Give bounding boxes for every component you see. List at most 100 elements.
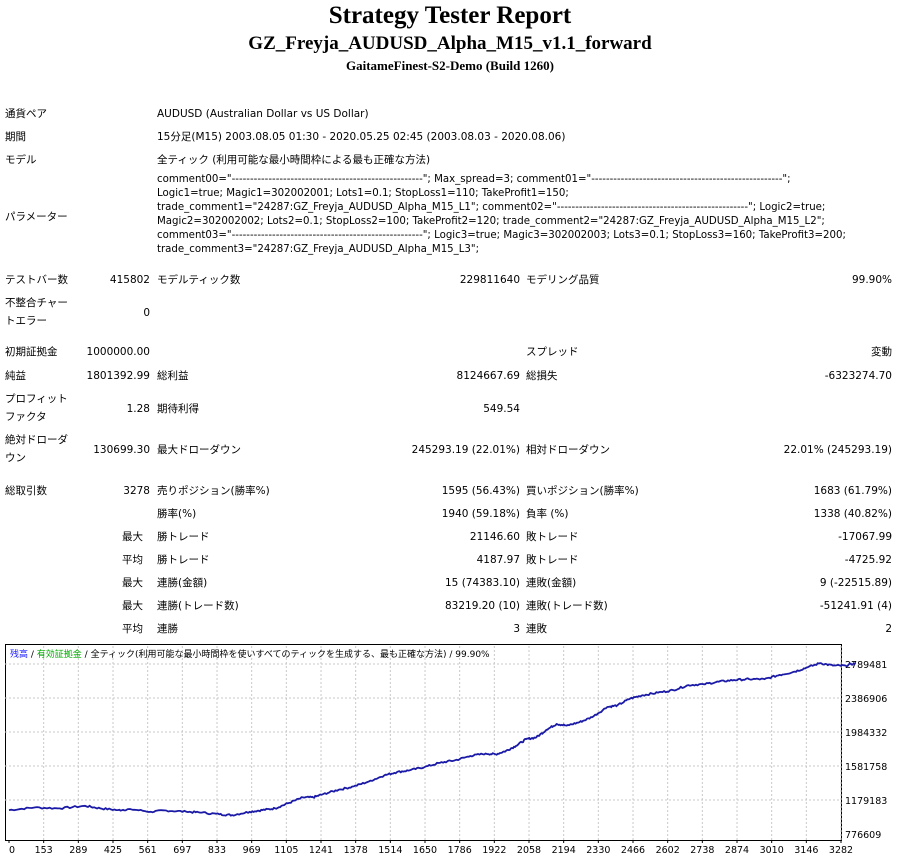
avg-label: 平均 — [122, 554, 143, 566]
x-tick-label: 969 — [243, 845, 261, 856]
y-tick-label: 1984332 — [845, 728, 887, 739]
abs-drawdown-label-2: ウン — [5, 452, 26, 464]
x-tick-label: 1378 — [344, 845, 368, 856]
x-tick-label: 0 — [9, 845, 15, 856]
legend-separator: / — [446, 650, 456, 660]
symbol-value: AUDUSD (Australian Dollar vs US Dollar) — [157, 108, 369, 120]
params-line: trade_comment1="24287:GZ_Freyja_AUDUSD_A… — [157, 202, 826, 213]
win-rate-value: 1940 (59.18%) — [441, 508, 520, 520]
quality-label: モデリング品質 — [526, 274, 600, 286]
avg-consec-wins-value: 3 — [513, 623, 520, 635]
params-line: comment03="-----------------------------… — [157, 230, 846, 241]
balance-chart-svg: 0 153 289 425 561 697 833 969 1105 1241 1378 1514 16… — [5, 644, 887, 856]
legend-model: 全ティック(利用可能な最小時間枠を使いすべてのティックを生成する、最も正確な方法… — [90, 650, 447, 660]
params-label: パラメーター — [5, 211, 68, 223]
x-tick-label: 2330 — [586, 845, 610, 856]
bars-value: 415802 — [109, 274, 150, 286]
net-profit-value: 1801392.99 — [86, 370, 150, 382]
x-tick-label: 1514 — [378, 845, 402, 856]
avg-consec-losses-label: 連敗 — [526, 623, 547, 635]
max-consec-loss-value: -51241.91 (4) — [819, 600, 892, 612]
x-tick-label: 833 — [208, 845, 226, 856]
x-tick-label: 697 — [173, 845, 191, 856]
period-value: 15分足(M15) 2003.08.05 01:30 - 2020.05.25 … — [157, 131, 566, 143]
y-tick-label: 2386906 — [845, 694, 887, 705]
ticks-value: 229811640 — [459, 274, 520, 286]
max-label: 最大 — [122, 577, 143, 589]
profit-factor-label-2: ファクタ — [5, 411, 47, 423]
x-tick-label: 1241 — [309, 845, 333, 856]
x-tick-label: 3146 — [794, 845, 818, 856]
params-line: comment00="-----------------------------… — [157, 174, 791, 185]
gross-loss-label: 総損失 — [526, 370, 558, 382]
bars-label: テストバー数 — [5, 274, 68, 286]
loss-rate-label: 負率 (%) — [526, 508, 569, 520]
net-profit-label: 純益 — [5, 370, 26, 382]
x-tick-label: 1105 — [274, 845, 298, 856]
total-trades-value: 3278 — [123, 485, 150, 497]
ea-name: GZ_Freyja_AUDUSD_Alpha_M15_v1.1_forward — [248, 33, 652, 54]
max-consec-losses-label: 連敗(金額) — [526, 577, 577, 589]
legend-quality: 99.90% — [455, 650, 490, 660]
mismatch-label-2: トエラー — [5, 315, 47, 327]
largest-loss-value: -17067.99 — [838, 531, 892, 543]
long-positions-label: 買いポジション(勝率%) — [526, 485, 639, 497]
x-tick-label: 3010 — [760, 845, 784, 856]
period-label: 期間 — [5, 131, 26, 143]
x-tick-label: 2194 — [552, 845, 576, 856]
legend-margin: 有効証拠金 — [36, 650, 82, 660]
x-tick-label: 2874 — [725, 845, 749, 856]
gross-profit-label: 総利益 — [157, 370, 189, 382]
model-value: 全ティック (利用可能な最小時間枠による最も正確な方法) — [157, 154, 431, 166]
loss-rate-value: 1338 (40.82%) — [813, 508, 892, 520]
spread-label: スプレッド — [526, 346, 579, 358]
deposit-value: 1000000.00 — [86, 346, 150, 358]
max-consec-wins-label: 連勝(金額) — [157, 577, 208, 589]
expected-payoff-value: 549.54 — [483, 403, 520, 415]
model-label: モデル — [5, 154, 37, 166]
avg-win-label: 勝トレード — [157, 554, 210, 566]
long-positions-value: 1683 (61.79%) — [813, 485, 892, 497]
params-line: trade_comment3="24287:GZ_Freyja_AUDUSD_A… — [157, 244, 480, 255]
max-label: 最大 — [122, 531, 143, 543]
x-tick-label: 561 — [139, 845, 157, 856]
balance-chart: 0 153 289 425 561 697 833 969 1105 1241 1378 1514 16… — [5, 644, 895, 858]
gross-loss-value: -6323274.70 — [824, 370, 892, 382]
max-consec-profit-label: 連勝(トレード数) — [157, 600, 239, 612]
report-title: Strategy Tester Report — [328, 2, 572, 29]
y-tick-label: 776609 — [845, 830, 881, 841]
largest-loss-label: 敗トレード — [526, 531, 579, 543]
total-trades-label: 総取引数 — [5, 485, 47, 497]
x-tick-label: 289 — [69, 845, 87, 856]
profit-factor-value: 1.28 — [126, 403, 150, 415]
plot-area — [5, 644, 842, 841]
legend-balance: 残高 — [10, 650, 29, 660]
server-info: GaitameFinest-S2-Demo (Build 1260) — [346, 58, 554, 73]
abs-drawdown-label: 絶対ドローダ — [5, 434, 68, 446]
x-tick-label: 2466 — [621, 845, 645, 856]
avg-win-value: 4187.97 — [476, 554, 520, 566]
max-consec-losses-value: 9 (-22515.89) — [819, 577, 892, 589]
largest-win-label: 勝トレード — [157, 531, 210, 543]
mismatch-label: 不整合チャー — [5, 297, 68, 309]
expected-payoff-label: 期待利得 — [157, 403, 199, 415]
parameters-block: comment00="-----------------------------… — [157, 173, 897, 257]
symbol-label: 通貨ペア — [5, 108, 47, 120]
win-rate-label: 勝率(%) — [157, 508, 197, 520]
max-drawdown-value: 245293.19 (22.01%) — [411, 444, 520, 456]
avg-consec-wins-label: 連勝 — [157, 623, 178, 635]
ticks-label: モデルティック数 — [157, 274, 241, 286]
avg-consec-losses-value: 2 — [885, 623, 892, 635]
x-tick-label: 1922 — [482, 845, 506, 856]
x-tick-label: 153 — [35, 845, 53, 856]
profit-factor-label: プロフィット — [5, 393, 68, 405]
x-tick-label: 1786 — [448, 845, 472, 856]
rel-drawdown-label: 相対ドローダウン — [526, 444, 610, 456]
params-line: Logic1=true; Magic1=302002001; Lots1=0.1… — [157, 188, 569, 199]
x-tick-label: 2738 — [690, 845, 714, 856]
chart-legend: 残高 / 有効証拠金 / 全ティック(利用可能な最小時間枠を使いすべてのティック… — [10, 647, 490, 660]
quality-value: 99.90% — [851, 274, 892, 286]
params-line: Magic2=302002002; Lots2=0.1; StopLoss2=1… — [157, 216, 825, 227]
avg-loss-value: -4725.92 — [844, 554, 892, 566]
y-tick-label: 2789481 — [845, 660, 887, 671]
